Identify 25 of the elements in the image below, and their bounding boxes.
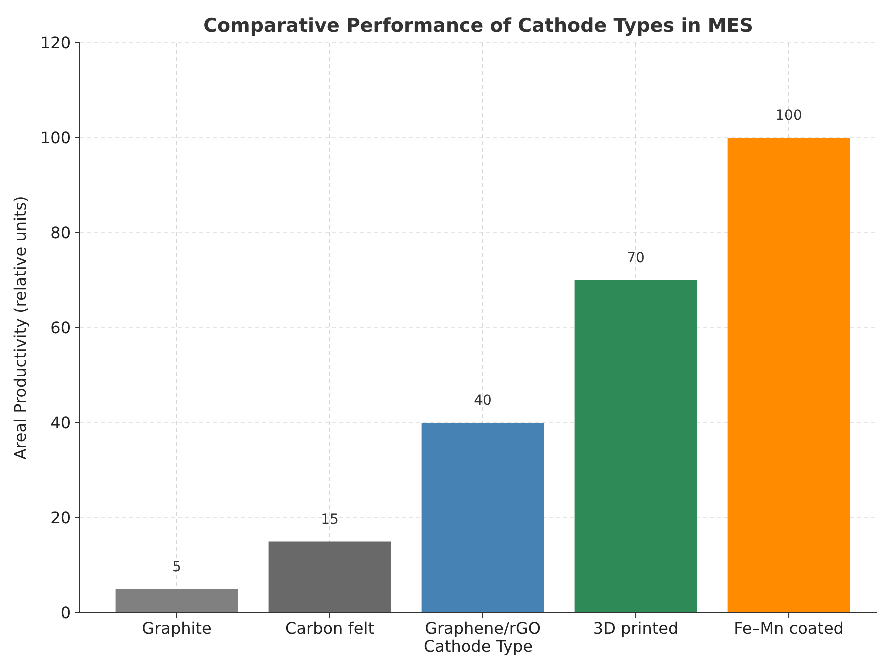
chart-title: Comparative Performance of Cathode Types in MES	[204, 15, 754, 37]
bar	[268, 542, 392, 613]
x-tick-label: 3D printed	[593, 619, 679, 638]
y-tick-label: 100	[40, 128, 71, 148]
x-tick-label: Fe–Mn coated	[734, 619, 844, 638]
bar	[574, 280, 698, 613]
y-tick-label: 80	[50, 224, 71, 243]
y-tick-label: 20	[50, 508, 71, 528]
x-axis-title: Cathode Type	[424, 637, 534, 656]
x-tick-label: Graphene/rGO	[425, 619, 541, 638]
y-tick-label: 60	[50, 318, 71, 338]
data-label: 40	[474, 393, 492, 409]
data-label: 5	[172, 559, 182, 576]
bar	[422, 423, 544, 613]
x-tick-label: Carbon felt	[286, 619, 374, 638]
y-tick-label: 40	[50, 414, 71, 433]
y-axis-title: Areal Productivity (relative units)	[11, 196, 30, 460]
bar	[116, 589, 238, 613]
x-tick-label: Graphite	[142, 619, 212, 638]
data-label: 70	[627, 250, 645, 266]
bar	[728, 138, 850, 613]
y-tick-label: 120	[40, 34, 71, 53]
data-label: 15	[321, 512, 339, 528]
y-tick-label: 0	[60, 604, 71, 623]
data-label: 100	[776, 108, 802, 124]
